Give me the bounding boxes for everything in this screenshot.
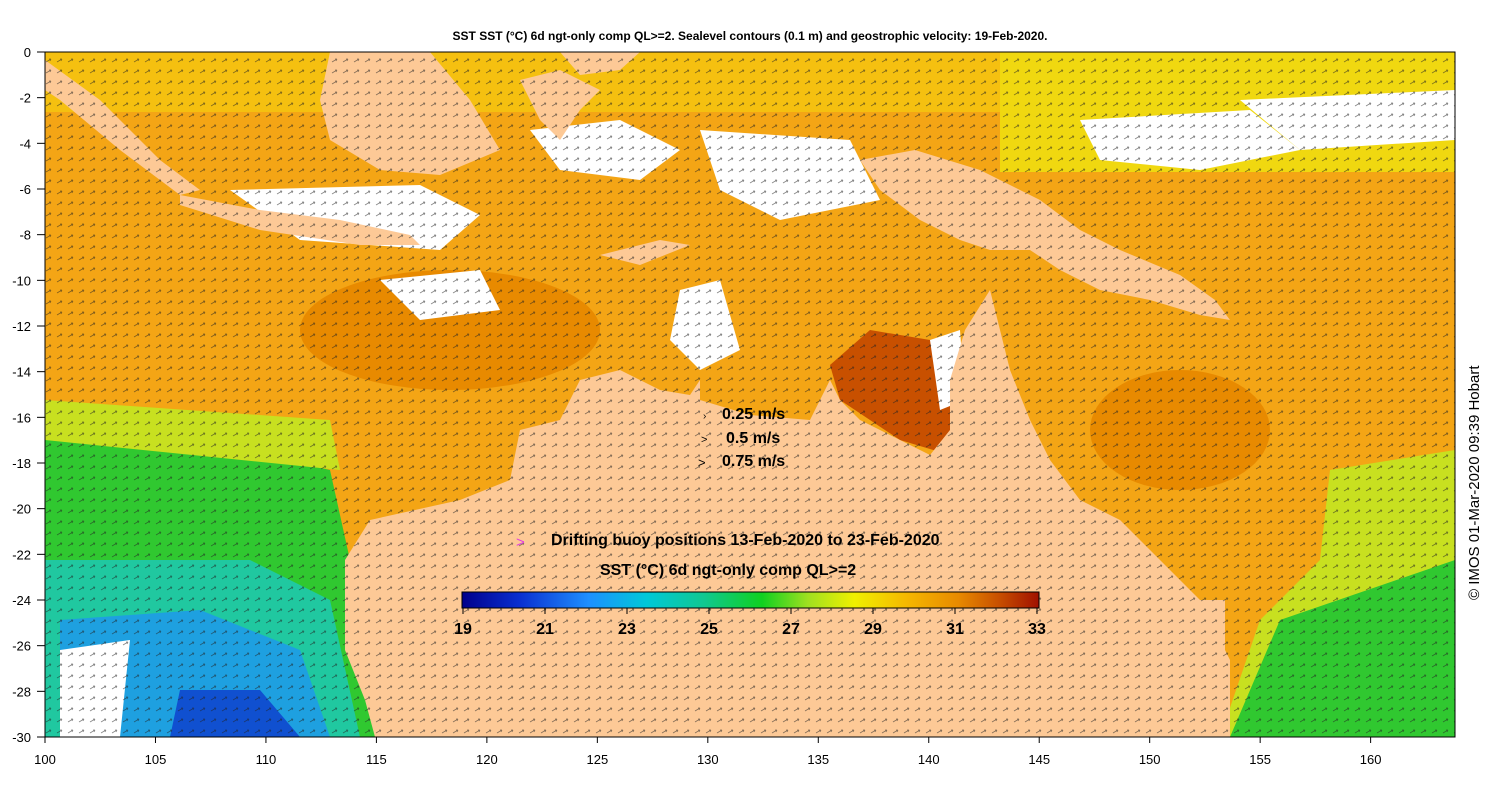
y-tick-label: -28 xyxy=(12,684,31,699)
colorbar-tick-label: 29 xyxy=(864,621,882,638)
colorbar-title: SST (°C) 6d ngt-only comp QL>=2 xyxy=(600,562,857,579)
y-tick-label: -18 xyxy=(12,456,31,471)
x-tick-label: 120 xyxy=(476,752,498,767)
colorbar-tick-label: 23 xyxy=(618,621,636,638)
sst-field xyxy=(45,52,1455,737)
x-tick-label: 155 xyxy=(1249,752,1271,767)
x-tick-label: 115 xyxy=(366,752,387,767)
x-tick-label: 150 xyxy=(1139,752,1161,767)
y-tick-label: -2 xyxy=(19,91,31,106)
plot-frame xyxy=(44,51,1456,738)
colorbar-tick-label: 21 xyxy=(536,621,554,638)
x-tick-label: 110 xyxy=(256,752,277,767)
x-tick-label: 145 xyxy=(1028,752,1050,767)
y-tick-label: 0 xyxy=(24,45,31,60)
colorbar-tick-label: 31 xyxy=(946,621,964,638)
vel-legend-label-1: 0.25 m/s xyxy=(722,406,786,423)
colorbar-ticks: 19 21 23 25 27 29 31 33 xyxy=(454,608,1046,638)
x-tick-label: 105 xyxy=(145,752,167,767)
x-tick-label: 100 xyxy=(34,752,56,767)
y-tick-label: -20 xyxy=(12,502,31,517)
x-tick-label: 140 xyxy=(918,752,940,767)
map-title: SST SST (°C) 6d ngt-only comp QL>=2. Sea… xyxy=(452,29,1048,43)
colorbar-tick-label: 33 xyxy=(1028,621,1046,638)
y-tick-label: -22 xyxy=(12,547,31,562)
x-tick-label: 130 xyxy=(697,752,719,767)
credit-text: © IMOS 01-Mar-2020 09:39 Hobart xyxy=(1466,365,1483,601)
colorbar xyxy=(461,591,1040,609)
buoy-legend-symbol: > xyxy=(516,534,525,551)
y-tick-label: -30 xyxy=(12,730,31,745)
colorbar-tick-label: 19 xyxy=(454,621,472,638)
vel-legend-symbol-1: › xyxy=(703,411,706,422)
y-tick-label: -12 xyxy=(12,319,31,334)
x-axis: 100 105 110 115 120 125 130 135 140 145 150 155 160 xyxy=(34,737,1381,767)
vel-legend-symbol-2: > xyxy=(701,434,707,446)
vel-legend-symbol-3: > xyxy=(698,455,706,470)
vel-legend-label-2: 0.5 m/s xyxy=(726,430,781,447)
y-axis: 0 -2 -4 -6 -8 -10 -12 -14 -16 -18 -20 -22 -24 -26 -28 -… xyxy=(12,45,45,745)
y-tick-label: -10 xyxy=(12,273,31,288)
y-tick-label: -14 xyxy=(12,365,31,380)
y-tick-label: -24 xyxy=(12,593,31,608)
y-tick-label: -8 xyxy=(19,228,31,243)
colorbar-tick-label: 27 xyxy=(782,621,800,638)
y-tick-label: -26 xyxy=(12,639,31,654)
y-tick-label: -6 xyxy=(19,182,31,197)
buoy-legend-label: Drifting buoy positions 13-Feb-2020 to 2… xyxy=(551,532,940,549)
vel-legend-label-3: 0.75 m/s xyxy=(722,453,786,470)
colorbar-tick-label: 25 xyxy=(700,621,718,638)
y-tick-label: -4 xyxy=(19,136,31,151)
x-tick-label: 125 xyxy=(586,752,608,767)
x-tick-label: 135 xyxy=(807,752,829,767)
x-tick-label: 160 xyxy=(1360,752,1382,767)
y-tick-label: -16 xyxy=(12,410,31,425)
